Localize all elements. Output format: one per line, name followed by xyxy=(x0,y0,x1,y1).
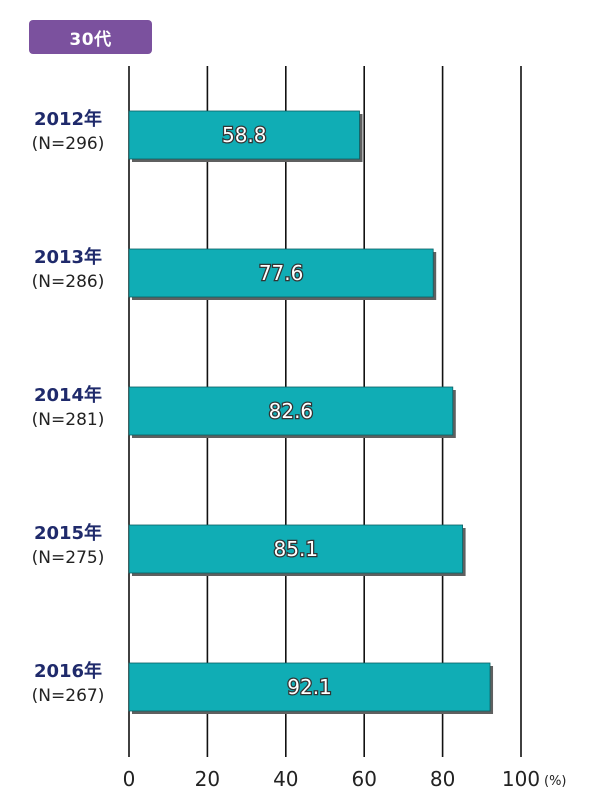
data-label: 82.6 xyxy=(269,399,314,423)
data-label: 58.8 xyxy=(222,123,267,147)
category-label: 2015年 xyxy=(34,522,102,544)
sample-size-label: (N=275) xyxy=(32,548,105,568)
bars-layer xyxy=(128,110,494,714)
sample-size-label: (N=281) xyxy=(32,410,105,430)
sample-size-label: (N=286) xyxy=(32,272,105,292)
category-label: 2016年 xyxy=(34,660,102,682)
data-label: 77.6 xyxy=(259,261,304,285)
bar-2016年 xyxy=(128,662,491,712)
age-group-badge: 30代 xyxy=(29,20,152,54)
sample-size-label: (N=267) xyxy=(32,686,105,706)
labels-layer: 58.8 2012年 (N=296) 77.6 2013年 (N=286) 82.6 2014… xyxy=(32,108,333,706)
sample-size-label: (N=296) xyxy=(32,134,105,154)
x-tick-label: 20 xyxy=(195,767,220,791)
x-tick-label: 40 xyxy=(273,767,298,791)
bar-2015年 xyxy=(128,524,463,574)
category-label: 2012年 xyxy=(34,108,102,130)
bar-2014年 xyxy=(128,386,454,436)
data-label: 92.1 xyxy=(287,675,332,699)
x-tick-label: 100 xyxy=(502,767,540,791)
category-label: 2013年 xyxy=(34,246,102,268)
x-tick-label: 60 xyxy=(351,767,376,791)
bar-2012年 xyxy=(128,110,360,160)
x-tick-label: 0 xyxy=(123,767,136,791)
axis-layer: 0 20 40 60 80 100 (%) xyxy=(123,767,567,791)
category-label: 2014年 xyxy=(34,384,102,406)
bar-2013年 xyxy=(128,248,434,298)
data-label: 85.1 xyxy=(274,537,319,561)
x-tick-label: 80 xyxy=(430,767,455,791)
unit-label: (%) xyxy=(544,774,567,789)
